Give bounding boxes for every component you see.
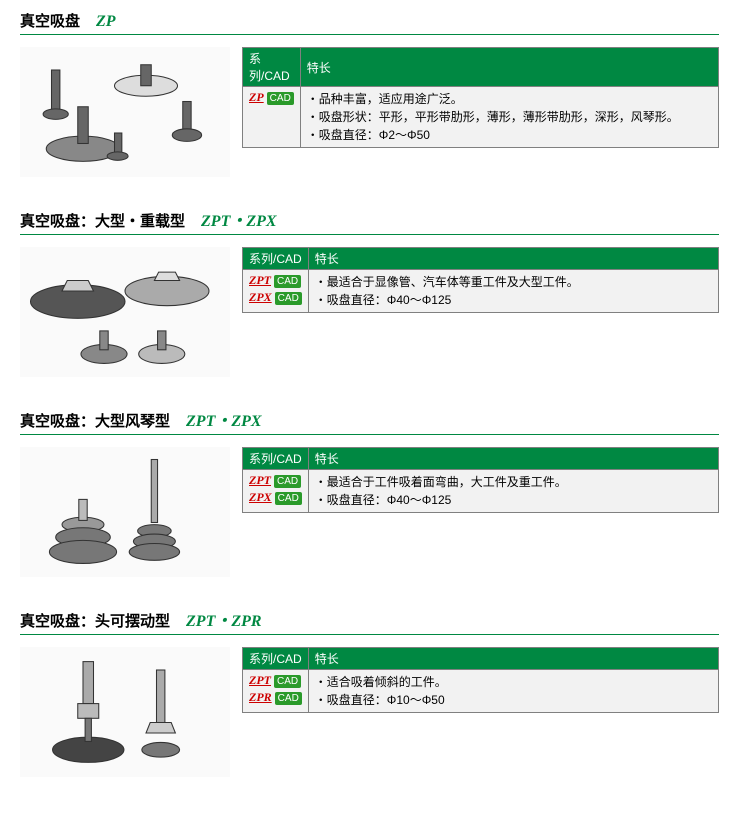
features-list: 品种丰富，适应用途广泛。吸盘形状：平形，平形带肋形，薄形，薄形带肋形，深形，风琴…	[307, 90, 712, 144]
section-body: 系列/CAD特长ZPTCADZPXCAD最适合于显像管、汽车体等重工件及大型工件…	[20, 247, 719, 377]
section-title: 真空吸盘：头可摆动型	[20, 610, 170, 631]
features-cell: 品种丰富，适应用途广泛。吸盘形状：平形，平形带肋形，薄形，薄形带肋形，深形，风琴…	[300, 87, 718, 148]
series-entry: ZPCAD	[249, 90, 294, 105]
info-table: 系列/CAD特长ZPTCADZPRCAD适合吸着倾斜的工件。吸盘直径：Φ10～Φ…	[242, 647, 719, 713]
section-model: ZPT・ZPX	[201, 213, 277, 230]
series-entry: ZPRCAD	[249, 690, 302, 705]
section-title: 真空吸盘	[20, 10, 80, 31]
product-image	[20, 247, 230, 377]
series-entry: ZPTCAD	[249, 673, 302, 688]
features-cell: 最适合于工件吸着面弯曲，大工件及重工件。吸盘直径：Φ40～Φ125	[308, 470, 718, 513]
cad-badge[interactable]: CAD	[274, 275, 301, 288]
series-link[interactable]: ZP	[249, 90, 264, 104]
feature-item: 吸盘直径：Φ2～Φ50	[307, 126, 712, 144]
th-series: 系列/CAD	[243, 248, 309, 270]
series-entry: ZPTCAD	[249, 273, 302, 288]
series-link[interactable]: ZPT	[249, 273, 271, 287]
feature-item: 吸盘直径：Φ10～Φ50	[315, 691, 712, 709]
series-link[interactable]: ZPX	[249, 290, 272, 304]
features-list: 适合吸着倾斜的工件。吸盘直径：Φ10～Φ50	[315, 673, 712, 709]
section-model: ZPT・ZPR	[186, 613, 262, 630]
cad-badge[interactable]: CAD	[275, 692, 302, 705]
cad-badge[interactable]: CAD	[274, 475, 301, 488]
feature-item: 吸盘直径：Φ40～Φ125	[315, 491, 712, 509]
table-row: ZPTCADZPXCAD最适合于工件吸着面弯曲，大工件及重工件。吸盘直径：Φ40…	[243, 470, 719, 513]
cad-badge[interactable]: CAD	[267, 92, 294, 105]
cad-badge[interactable]: CAD	[274, 675, 301, 688]
table-wrap: 系列/CAD特长ZPTCADZPXCAD最适合于工件吸着面弯曲，大工件及重工件。…	[242, 447, 719, 577]
product-section: 真空吸盘ZP系列/CAD特长ZPCAD品种丰富，适应用途广泛。吸盘形状：平形，平…	[0, 10, 739, 177]
th-series: 系列/CAD	[243, 48, 301, 87]
series-cell: ZPCAD	[243, 87, 301, 148]
th-features: 特长	[300, 48, 718, 87]
table-row: ZPTCADZPXCAD最适合于显像管、汽车体等重工件及大型工件。吸盘直径：Φ4…	[243, 270, 719, 313]
features-cell: 适合吸着倾斜的工件。吸盘直径：Φ10～Φ50	[308, 670, 718, 713]
info-table: 系列/CAD特长ZPTCADZPXCAD最适合于工件吸着面弯曲，大工件及重工件。…	[242, 447, 719, 513]
series-link[interactable]: ZPT	[249, 473, 271, 487]
section-title: 真空吸盘：大型・重载型	[20, 210, 185, 231]
features-list: 最适合于显像管、汽车体等重工件及大型工件。吸盘直径：Φ40～Φ125	[315, 273, 712, 309]
features-list: 最适合于工件吸着面弯曲，大工件及重工件。吸盘直径：Φ40～Φ125	[315, 473, 712, 509]
series-cell: ZPTCADZPXCAD	[243, 470, 309, 513]
feature-item: 吸盘形状：平形，平形带肋形，薄形，薄形带肋形，深形，风琴形。	[307, 108, 712, 126]
section-title: 真空吸盘：大型风琴型	[20, 410, 170, 431]
table-row: ZPCAD 品种丰富，适应用途广泛。吸盘形状：平形，平形带肋形，薄形，薄形带肋形，…	[243, 87, 719, 148]
product-section: 真空吸盘：大型・重载型ZPT・ZPX系列/CAD特长ZPTCADZPXCAD最适…	[0, 207, 739, 377]
feature-item: 品种丰富，适应用途广泛。	[307, 90, 712, 108]
th-series: 系列/CAD	[243, 448, 309, 470]
product-image	[20, 47, 230, 177]
product-section: 真空吸盘：大型风琴型ZPT・ZPX系列/CAD特长ZPTCADZPXCAD最适合…	[0, 407, 739, 577]
features-cell: 最适合于显像管、汽车体等重工件及大型工件。吸盘直径：Φ40～Φ125	[308, 270, 718, 313]
section-body: 系列/CAD特长ZPTCADZPRCAD适合吸着倾斜的工件。吸盘直径：Φ10～Φ…	[20, 647, 719, 777]
series-cell: ZPTCADZPXCAD	[243, 270, 309, 313]
section-model: ZP	[96, 13, 116, 30]
series-entry: ZPTCAD	[249, 473, 302, 488]
series-link[interactable]: ZPX	[249, 490, 272, 504]
section-body: 系列/CAD特长ZPTCADZPXCAD最适合于工件吸着面弯曲，大工件及重工件。…	[20, 447, 719, 577]
series-entry: ZPXCAD	[249, 290, 302, 305]
th-series: 系列/CAD	[243, 648, 309, 670]
feature-item: 适合吸着倾斜的工件。	[315, 673, 712, 691]
section-header: 真空吸盘 ZP	[20, 10, 719, 35]
cad-badge[interactable]: CAD	[275, 292, 302, 305]
feature-item: 最适合于显像管、汽车体等重工件及大型工件。	[315, 273, 712, 291]
section-header: 真空吸盘：大型・重载型 ZPT・ZPX	[20, 207, 719, 235]
section-header: 真空吸盘：头可摆动型 ZPT・ZPR	[20, 607, 719, 635]
th-features: 特长	[308, 648, 718, 670]
feature-item: 最适合于工件吸着面弯曲，大工件及重工件。	[315, 473, 712, 491]
product-image	[20, 647, 230, 777]
feature-item: 吸盘直径：Φ40～Φ125	[315, 291, 712, 309]
section-body: 系列/CAD特长 ZPCAD 品种丰富，适应用途广泛。吸盘形状：平形，平形带肋形，薄…	[20, 47, 719, 177]
series-link[interactable]: ZPR	[249, 690, 272, 704]
info-table: 系列/CAD特长ZPTCADZPXCAD最适合于显像管、汽车体等重工件及大型工件…	[242, 247, 719, 313]
section-header: 真空吸盘：大型风琴型 ZPT・ZPX	[20, 407, 719, 435]
th-features: 特长	[308, 248, 718, 270]
info-table: 系列/CAD特长 ZPCAD 品种丰富，适应用途广泛。吸盘形状：平形，平形带肋形，薄…	[242, 47, 719, 148]
table-wrap: 系列/CAD特长 ZPCAD 品种丰富，适应用途广泛。吸盘形状：平形，平形带肋形，薄…	[242, 47, 719, 177]
table-wrap: 系列/CAD特长ZPTCADZPXCAD最适合于显像管、汽车体等重工件及大型工件…	[242, 247, 719, 377]
table-row: ZPTCADZPRCAD适合吸着倾斜的工件。吸盘直径：Φ10～Φ50	[243, 670, 719, 713]
product-image	[20, 447, 230, 577]
series-cell: ZPTCADZPRCAD	[243, 670, 309, 713]
series-entry: ZPXCAD	[249, 490, 302, 505]
th-features: 特长	[308, 448, 718, 470]
series-link[interactable]: ZPT	[249, 673, 271, 687]
cad-badge[interactable]: CAD	[275, 492, 302, 505]
product-section: 真空吸盘：头可摆动型ZPT・ZPR系列/CAD特长ZPTCADZPRCAD适合吸…	[0, 607, 739, 777]
section-model: ZPT・ZPX	[186, 413, 262, 430]
table-wrap: 系列/CAD特长ZPTCADZPRCAD适合吸着倾斜的工件。吸盘直径：Φ10～Φ…	[242, 647, 719, 777]
